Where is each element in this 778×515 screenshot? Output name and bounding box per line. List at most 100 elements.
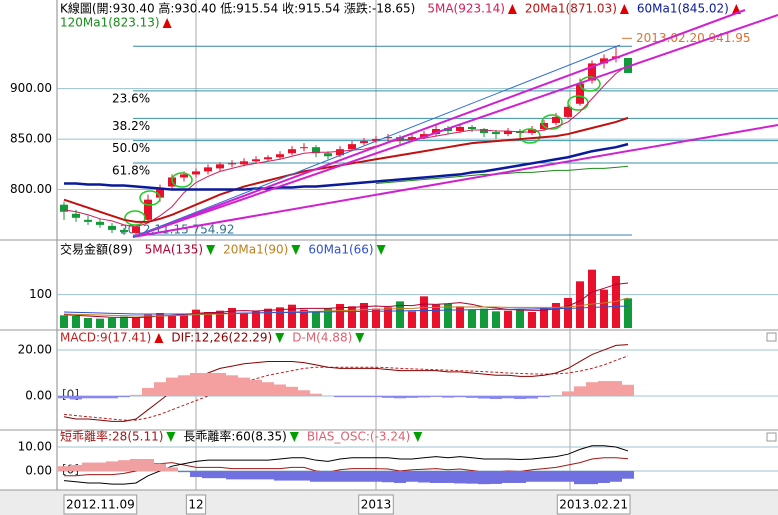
bar xyxy=(168,315,176,328)
bar xyxy=(538,470,550,482)
x-tick-box xyxy=(556,494,631,515)
bar xyxy=(540,308,548,328)
legend-entry: BIAS_OSC:(-3.24) xyxy=(307,430,411,444)
bar xyxy=(226,375,238,396)
bar xyxy=(624,298,632,328)
bar xyxy=(264,308,272,328)
candle-body xyxy=(360,141,368,144)
bar xyxy=(526,396,538,399)
bar xyxy=(478,470,490,485)
bar xyxy=(108,318,116,328)
bar xyxy=(526,470,538,482)
bar xyxy=(358,396,370,398)
bar xyxy=(94,462,106,471)
y-tick-label: 0.00 xyxy=(25,389,52,403)
bar xyxy=(334,396,346,398)
panel-icon[interactable] xyxy=(766,432,777,442)
legend-entry: 5MA(135) xyxy=(145,243,203,257)
bar xyxy=(478,396,490,399)
trend-lines xyxy=(132,9,778,238)
candle-body xyxy=(456,126,464,132)
candle-body xyxy=(240,161,248,165)
legend-entry: 60Ma1(66) xyxy=(308,243,373,257)
bar xyxy=(130,394,142,396)
bar xyxy=(574,470,586,485)
bar xyxy=(192,309,200,328)
bar xyxy=(598,381,610,396)
y-tick-label: 900.00 xyxy=(10,81,52,95)
bar xyxy=(598,470,610,483)
bar xyxy=(370,470,382,482)
bar xyxy=(166,467,178,471)
bar xyxy=(312,312,320,328)
bar xyxy=(288,304,296,328)
bar xyxy=(444,304,452,328)
bar xyxy=(346,470,358,482)
bar xyxy=(58,466,70,471)
bar xyxy=(394,396,406,399)
candle-body xyxy=(264,157,272,160)
bar xyxy=(406,396,418,398)
candle-body xyxy=(528,129,536,134)
bar xyxy=(622,470,634,479)
candle-body xyxy=(96,221,104,225)
bar xyxy=(552,303,560,328)
series-line xyxy=(63,64,629,228)
trend-indicator xyxy=(154,333,164,343)
bar xyxy=(190,470,202,477)
bar xyxy=(372,308,380,328)
bar xyxy=(178,375,190,396)
bar xyxy=(228,308,236,328)
trend-indicator xyxy=(355,333,365,343)
bar xyxy=(550,470,562,482)
x-tick-label: 2013.02.21 xyxy=(559,498,628,512)
candle-body xyxy=(600,58,608,64)
bar xyxy=(576,281,584,328)
bar xyxy=(610,381,622,396)
y-tick-label: 850.00 xyxy=(10,132,52,146)
bar xyxy=(490,396,502,399)
series-line xyxy=(64,142,629,191)
bar xyxy=(528,312,536,328)
bar xyxy=(156,313,164,328)
bar xyxy=(610,470,622,482)
bar xyxy=(468,309,476,328)
bar xyxy=(562,391,574,396)
panel-icon[interactable] xyxy=(766,332,777,342)
bar xyxy=(286,386,298,396)
bar xyxy=(96,318,104,328)
candle-body xyxy=(300,147,308,149)
bar xyxy=(358,470,370,482)
bar xyxy=(202,372,214,396)
bar xyxy=(348,306,356,328)
bar xyxy=(538,396,550,398)
candle-body xyxy=(324,153,332,157)
candle-body xyxy=(420,134,428,138)
trend-indicator xyxy=(376,245,386,255)
bar xyxy=(502,470,514,483)
highlight-circle xyxy=(139,190,161,206)
candle-body xyxy=(120,229,128,232)
candle-body xyxy=(180,174,188,178)
candle-body xyxy=(348,144,356,150)
bar xyxy=(58,396,70,399)
bar xyxy=(214,372,226,396)
bar xyxy=(154,463,166,471)
bar xyxy=(276,307,284,328)
candle-body xyxy=(84,219,92,222)
y-tick-label: 20.00 xyxy=(18,342,52,356)
panel-title: K線圖(開:930.40 高:930.40 低:915.54 收:915.54 … xyxy=(60,1,415,16)
trend-indicator xyxy=(206,245,216,255)
y-tick-label: 100 xyxy=(29,287,52,301)
bar xyxy=(132,317,140,328)
bar xyxy=(274,384,286,396)
bar xyxy=(72,316,80,328)
bar xyxy=(384,307,392,328)
bar xyxy=(118,460,130,471)
bar xyxy=(252,311,260,328)
highlight-circle xyxy=(541,114,563,130)
bar xyxy=(396,301,404,328)
candle-body xyxy=(588,63,596,81)
y-tick-label: 10.00 xyxy=(18,439,52,453)
